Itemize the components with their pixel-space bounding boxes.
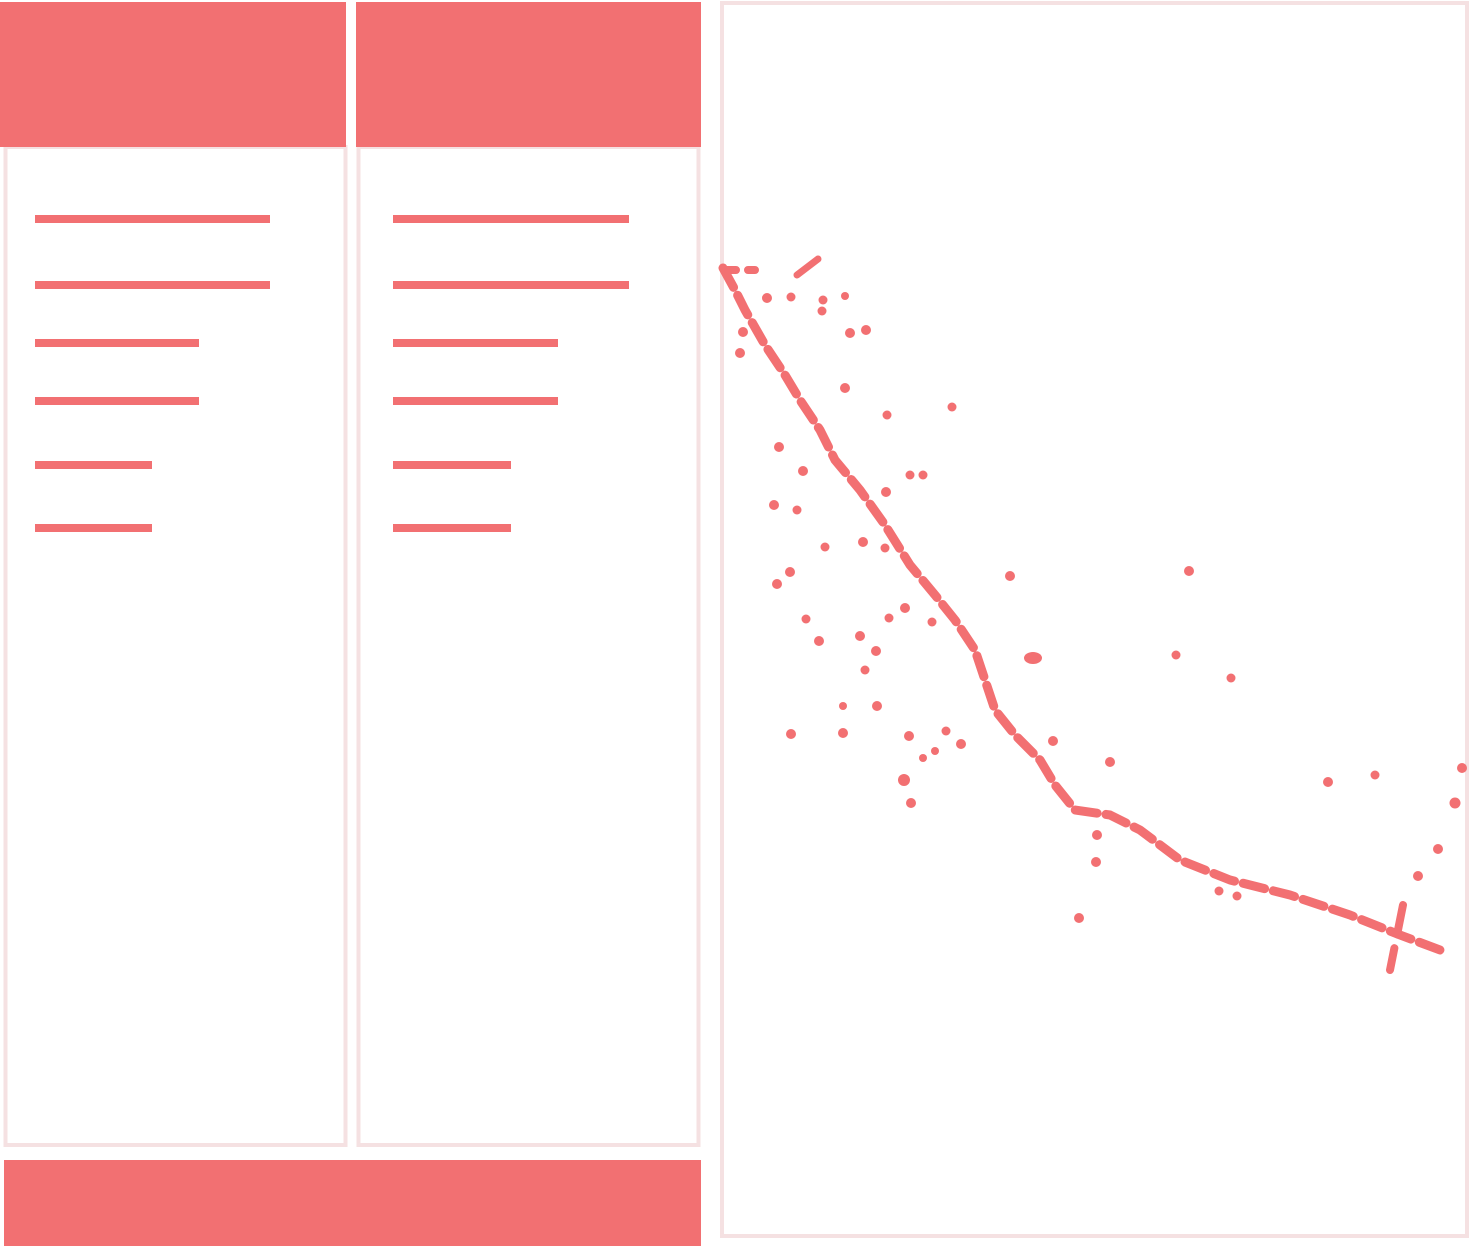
panel-body — [3, 145, 348, 1147]
map-point — [872, 701, 882, 711]
placeholder-bar[interactable] — [35, 461, 152, 469]
map-panel — [720, 1, 1469, 1238]
map-point — [880, 543, 890, 553]
map-point — [882, 410, 892, 420]
map-point — [884, 613, 894, 623]
map-point — [900, 603, 910, 613]
map-point — [785, 567, 795, 577]
placeholder-bar[interactable] — [35, 339, 199, 347]
map-point — [735, 348, 745, 358]
placeholder-bar[interactable] — [35, 215, 270, 223]
placeholder-bar[interactable] — [393, 397, 558, 405]
map-point — [941, 726, 951, 736]
map-point — [1457, 763, 1467, 773]
map-point — [1091, 857, 1101, 867]
map-point — [820, 542, 830, 552]
map-point — [927, 617, 937, 627]
map-point — [762, 293, 772, 303]
placeholder-bar[interactable] — [393, 281, 629, 289]
map-point — [838, 728, 848, 738]
map-point — [858, 537, 868, 547]
map-point — [1449, 797, 1461, 809]
footer-bar[interactable] — [4, 1160, 701, 1246]
route-branch — [793, 255, 822, 279]
placeholder-bar[interactable] — [393, 524, 511, 532]
panel-header[interactable] — [0, 2, 346, 147]
map-point — [1092, 830, 1102, 840]
map-point — [956, 739, 966, 749]
map-point — [738, 327, 748, 337]
map-point — [906, 798, 916, 808]
panel-body — [356, 145, 701, 1147]
map-point — [905, 470, 915, 480]
placeholder-bar[interactable] — [393, 461, 511, 469]
map-point — [1024, 652, 1042, 664]
map-route — [718, 255, 1445, 974]
map-point — [786, 729, 796, 739]
map-point — [1323, 777, 1333, 787]
map-point — [1105, 757, 1115, 767]
route-line — [718, 263, 1445, 955]
map-point — [1074, 913, 1084, 923]
placeholder-bar[interactable] — [393, 339, 558, 347]
map-point — [1171, 650, 1181, 660]
map-point — [860, 665, 870, 675]
map-point — [1048, 736, 1058, 746]
map-point — [931, 747, 939, 755]
map-point — [947, 402, 957, 412]
map-point — [841, 292, 849, 300]
map-point — [814, 636, 824, 646]
map-point — [840, 383, 850, 393]
map-point — [1433, 844, 1443, 854]
map-point — [871, 646, 881, 656]
map-point — [769, 500, 779, 510]
map-point — [1370, 770, 1380, 780]
route-branch — [1386, 901, 1407, 974]
panel-header[interactable] — [356, 2, 701, 147]
map-point — [1184, 566, 1194, 576]
map-point — [772, 579, 782, 589]
map-point — [798, 466, 808, 476]
map-points — [735, 292, 1467, 923]
map-point — [792, 505, 802, 515]
map-point — [881, 487, 891, 497]
map-point — [786, 292, 796, 302]
placeholder-bar[interactable] — [35, 281, 270, 289]
placeholder-list — [393, 215, 629, 532]
map-point — [818, 295, 828, 305]
map-point — [861, 325, 871, 335]
map-point — [1005, 571, 1015, 581]
placeholder-bar[interactable] — [393, 215, 629, 223]
map-point — [898, 774, 910, 786]
map-point — [919, 754, 927, 762]
map-point — [1413, 871, 1423, 881]
map-point — [817, 306, 827, 316]
map-point — [1214, 886, 1224, 896]
map-point — [855, 631, 865, 641]
map-point — [839, 702, 847, 710]
map-point — [845, 328, 855, 338]
placeholder-bar[interactable] — [35, 524, 152, 532]
map-point — [774, 442, 784, 452]
placeholder-bar[interactable] — [35, 397, 199, 405]
map-point — [801, 614, 811, 624]
map-point — [904, 731, 914, 741]
map-point — [1232, 891, 1242, 901]
placeholder-list — [35, 215, 270, 532]
map-point — [1226, 673, 1236, 683]
map-point — [918, 470, 928, 480]
